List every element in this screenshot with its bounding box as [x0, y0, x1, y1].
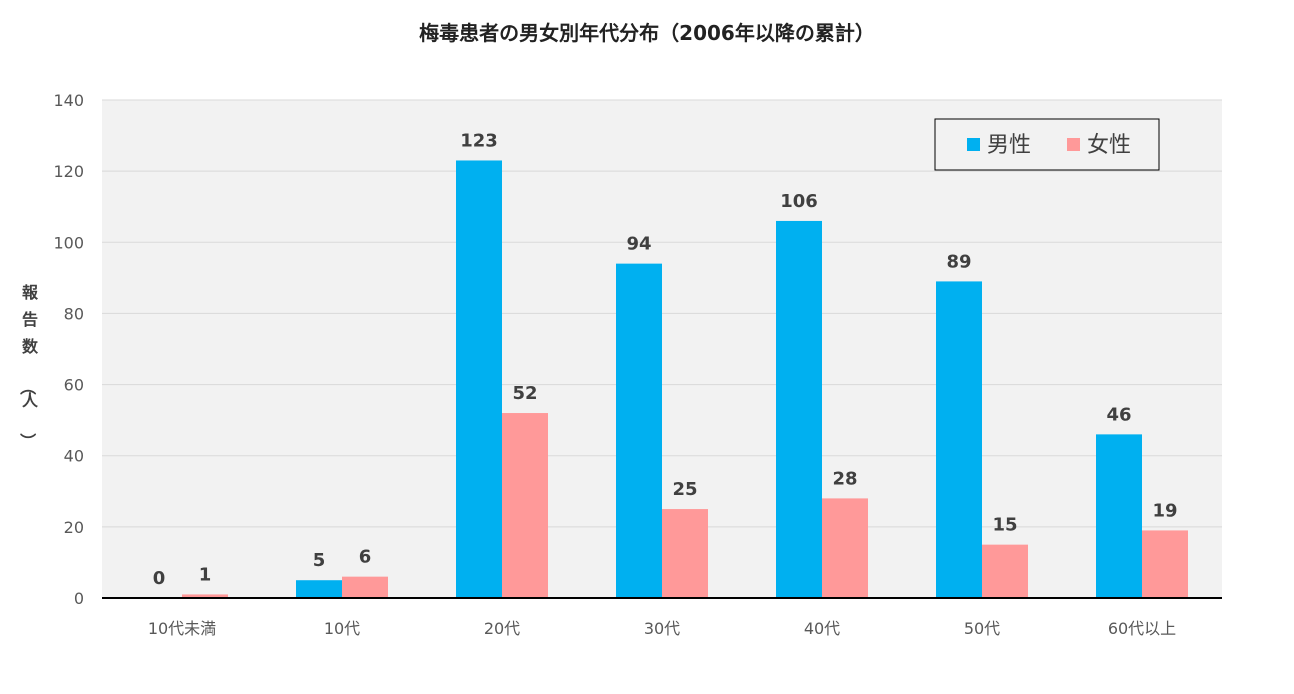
- data-label: 0: [153, 568, 166, 589]
- data-label: 6: [359, 547, 372, 568]
- data-label: 5: [313, 550, 326, 571]
- y-tick-label: 80: [64, 304, 84, 323]
- y-axis-title: 報告数（人）: [18, 283, 39, 449]
- y-tick-label: 40: [64, 447, 84, 466]
- legend-label: 女性: [1087, 133, 1131, 158]
- y-tick-label: 140: [53, 91, 84, 110]
- x-category-label: 10代未満: [148, 619, 216, 638]
- legend-label: 男性: [987, 133, 1031, 158]
- bar-male: [616, 263, 662, 598]
- y-tick-label: 60: [64, 376, 84, 395]
- data-label: 123: [460, 130, 498, 151]
- data-label: 1: [199, 564, 212, 585]
- data-label: 28: [832, 468, 857, 489]
- data-label: 46: [1106, 404, 1131, 425]
- legend-swatch: [1067, 138, 1080, 151]
- y-tick-label: 100: [53, 233, 84, 252]
- y-tick-label: 20: [64, 518, 84, 537]
- data-label: 19: [1152, 500, 1177, 521]
- data-label: 94: [626, 234, 651, 255]
- bar-female: [502, 413, 548, 598]
- y-axis-ticks: 0 20 40 60 80 100 120 140: [53, 91, 84, 608]
- x-category-label: 60代以上: [1108, 619, 1176, 638]
- data-label: 15: [992, 515, 1017, 536]
- bar-female: [662, 509, 708, 598]
- bar-female: [342, 576, 388, 598]
- bar-female: [1142, 530, 1188, 598]
- legend: 男性 女性: [934, 118, 1160, 171]
- chart-title: 梅毒患者の男女別年代分布（2006年以降の累計）: [419, 21, 875, 45]
- bar-male: [296, 580, 342, 598]
- bars: [182, 160, 1188, 598]
- y-tick-label: 120: [53, 162, 84, 181]
- bar-male: [776, 220, 822, 598]
- legend-swatch: [967, 138, 980, 151]
- y-tick-label: 0: [74, 589, 84, 608]
- x-category-label: 40代: [804, 619, 840, 638]
- bar-female: [822, 498, 868, 598]
- bar-female: [982, 544, 1028, 598]
- y-axis-label: 報告数（人）: [18, 283, 39, 449]
- x-category-label: 50代: [964, 619, 1000, 638]
- x-category-label: 20代: [484, 619, 520, 638]
- bar-female: [182, 594, 228, 598]
- bar-male: [1096, 434, 1142, 598]
- bar-male: [936, 281, 982, 598]
- data-label: 25: [672, 479, 697, 500]
- x-axis-categories: 10代未満 10代 20代 30代 40代 50代 60代以上: [148, 619, 1176, 638]
- x-category-label: 30代: [644, 619, 680, 638]
- data-label: 52: [512, 383, 537, 404]
- x-category-label: 10代: [324, 619, 360, 638]
- data-label: 89: [946, 251, 971, 272]
- data-label: 106: [780, 191, 818, 212]
- bar-male: [456, 160, 502, 598]
